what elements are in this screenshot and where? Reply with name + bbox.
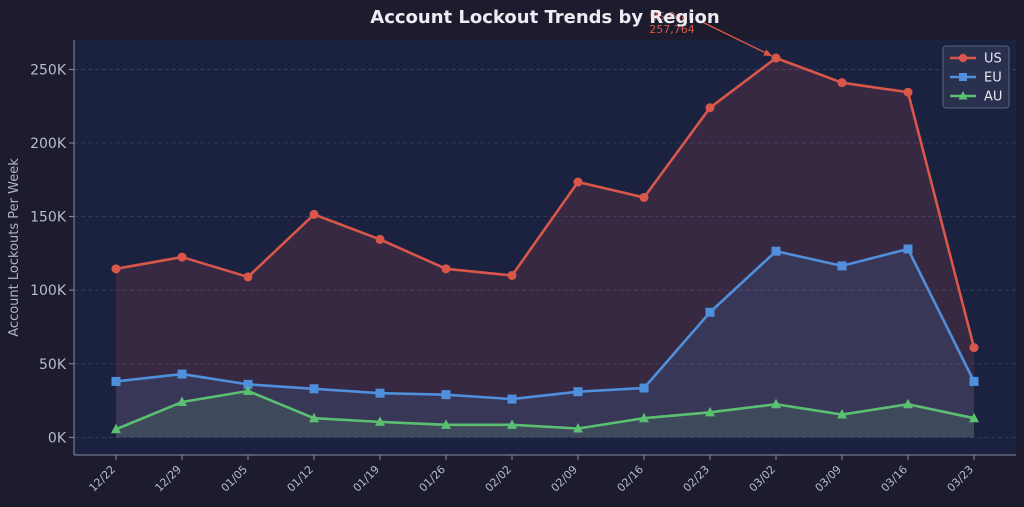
x-ticks: 12/22 12/29 01/05 01/12 01/19 01/26 02/02 02/09…: [87, 455, 977, 495]
point-us: [243, 272, 253, 282]
x-tick-label: 02/09: [549, 463, 581, 495]
area-au: [116, 390, 974, 438]
chart-title: Account Lockout Trends by Region: [370, 7, 719, 28]
point-au: [177, 396, 187, 407]
x-tick-label: 03/02: [747, 463, 779, 495]
point-au: [969, 412, 979, 423]
legend: US EU AU: [942, 45, 1010, 109]
x-tick-label: 02/16: [615, 463, 647, 495]
point-us: [309, 209, 319, 219]
series-markers: [111, 53, 979, 434]
point-eu: [441, 390, 451, 400]
point-eu: [771, 246, 781, 256]
x-tick-label: 12/29: [153, 463, 185, 495]
point-eu: [309, 384, 319, 394]
y-tick-label: 250K: [30, 62, 67, 78]
point-au: [639, 412, 649, 423]
x-tick-label: 01/05: [219, 463, 251, 495]
x-tick-label: 12/22: [87, 463, 119, 495]
point-us: [903, 87, 913, 97]
x-tick-label: 01/26: [417, 463, 449, 495]
point-au: [111, 423, 121, 434]
legend-label-au: AU: [984, 90, 1002, 105]
x-tick-label: 03/16: [879, 463, 911, 495]
x-tick-label: 01/12: [285, 463, 317, 495]
legend-label-eu: EU: [984, 71, 1002, 86]
line-au: [115, 389, 975, 431]
point-au: [243, 385, 253, 395]
area-us: [116, 58, 974, 438]
point-us: [969, 343, 979, 353]
plot-area: [74, 40, 1016, 455]
annotation-arrowhead: [763, 49, 772, 57]
legend-label-us: US: [984, 52, 1002, 67]
point-eu: [111, 376, 121, 386]
series-lines: [115, 56, 976, 431]
point-us: [837, 78, 847, 88]
point-eu: [243, 379, 253, 389]
y-axis-label: Account Lockouts Per Week: [7, 158, 22, 337]
legend-marker-eu: [959, 73, 967, 81]
x-tick-label: 03/23: [945, 463, 977, 495]
y-tick-label: 50K: [39, 357, 67, 373]
annotation-arrow: [695, 18, 773, 57]
point-eu: [507, 394, 517, 404]
annotation-label: US Peak: [650, 10, 695, 23]
x-tick-label: 01/19: [351, 463, 383, 495]
y-tick-label: 200K: [30, 136, 67, 152]
y-ticks: 0K 50K 100K 150K 200K 250K: [30, 62, 74, 446]
point-eu: [375, 388, 385, 398]
line-eu: [115, 247, 976, 401]
legend-marker-au: [958, 91, 968, 100]
line-us: [115, 56, 976, 348]
axes: [73, 40, 1016, 456]
point-eu: [573, 387, 583, 397]
legend-marker-us: [958, 53, 968, 63]
peak-annotation: US Peak 257,764: [649, 10, 773, 57]
point-eu: [837, 261, 847, 271]
x-tick-label: 02/02: [483, 463, 515, 495]
point-au: [309, 412, 319, 423]
grid: [74, 69, 1016, 438]
point-eu: [903, 244, 913, 254]
point-us: [639, 192, 649, 202]
point-us: [573, 177, 583, 187]
point-au: [903, 398, 913, 409]
point-us: [441, 264, 451, 274]
point-us: [507, 270, 517, 280]
point-eu: [177, 369, 187, 379]
point-au: [771, 398, 781, 409]
y-tick-label: 100K: [30, 283, 67, 299]
point-au: [837, 409, 847, 419]
point-us: [111, 264, 121, 274]
point-au: [573, 423, 583, 433]
point-us: [771, 53, 781, 63]
point-us: [177, 252, 187, 262]
point-au: [507, 419, 517, 429]
annotation-value: 257,764: [649, 23, 695, 36]
x-tick-label: 02/23: [681, 463, 713, 495]
x-tick-label: 03/09: [813, 463, 845, 495]
point-eu: [705, 307, 715, 317]
point-eu: [969, 376, 979, 386]
point-us: [705, 103, 715, 113]
point-au: [441, 419, 451, 429]
y-tick-label: 150K: [30, 210, 67, 226]
point-au: [705, 406, 715, 417]
point-us: [375, 234, 385, 244]
y-tick-label: 0K: [48, 430, 67, 446]
point-au: [375, 416, 385, 426]
point-eu: [639, 383, 649, 393]
